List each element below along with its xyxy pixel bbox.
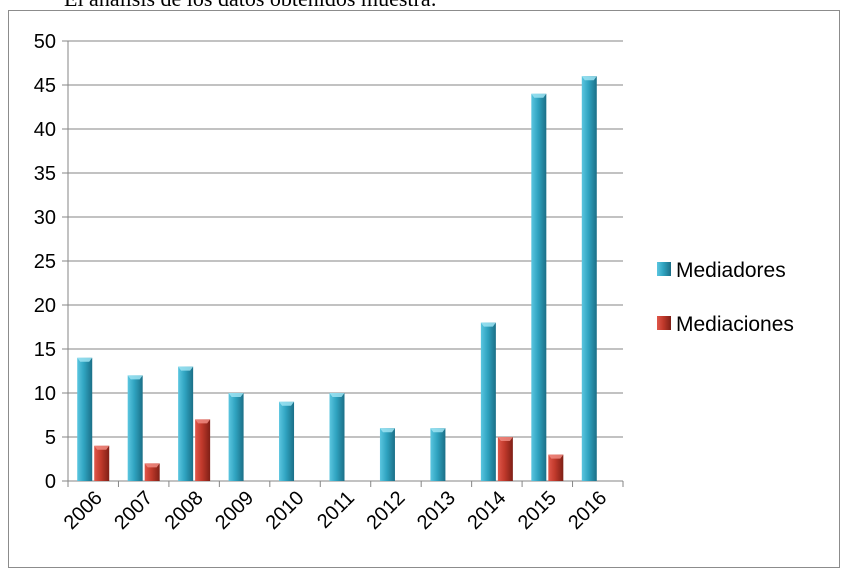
x-tick-label: 2014: [463, 487, 510, 534]
legend: Mediadores Mediaciones: [657, 259, 794, 336]
bar-mediaciones-2014: [497, 437, 513, 481]
bars: [77, 76, 597, 482]
legend-swatch: [657, 262, 671, 276]
tick-labels: 0 5 10 15 20 25 30 35 40 45 50 2006 2007 2008 2009 2010…: [34, 31, 612, 534]
bar-mediadores-2016: [581, 76, 597, 481]
legend-label: Mediaciones: [676, 313, 794, 336]
y-tick-label: 50: [34, 31, 56, 53]
bar-mediadores-2008: [178, 366, 194, 481]
axes: [62, 40, 624, 487]
x-tick-label: 2015: [514, 487, 561, 534]
bar-chart: 0 5 10 15 20 25 30 35 40 45 50 2006 2007 2008 2009 2010…: [34, 31, 794, 534]
y-tick-label: 5: [45, 427, 56, 449]
chart-frame: 0 5 10 15 20 25 30 35 40 45 50 2006 2007 2008 2009 2010…: [8, 10, 840, 568]
y-tick-label: 25: [34, 251, 56, 273]
x-tick-label: 2013: [413, 487, 460, 534]
bar-mediadores-2015: [531, 93, 547, 482]
y-tick-label: 40: [34, 119, 56, 141]
y-tick-label: 30: [34, 207, 56, 229]
intro-text: El análisis de los datos obtenidos muest…: [64, 0, 437, 12]
y-tick-label: 20: [34, 295, 56, 317]
bar-mediadores-2012: [379, 428, 395, 481]
bar-mediadores-2006: [77, 357, 93, 481]
x-tick-label: 2007: [110, 487, 157, 534]
legend-item-mediadores: Mediadores: [657, 259, 786, 282]
x-tick-label: 2012: [362, 487, 409, 534]
bar-mediaciones-2008: [195, 419, 211, 481]
bar-mediadores-2011: [329, 393, 345, 481]
bar-mediadores-2014: [480, 322, 496, 481]
y-tick-label: 10: [34, 383, 56, 405]
legend-label: Mediadores: [676, 259, 786, 282]
x-tick-label: 2016: [564, 487, 611, 534]
bar-mediadores-2009: [228, 393, 244, 481]
y-tick-label: 0: [45, 471, 56, 493]
bar-mediadores-2010: [279, 401, 295, 481]
legend-swatch: [657, 316, 671, 330]
x-tick-label: 2010: [262, 487, 309, 534]
x-tick-label: 2008: [161, 487, 208, 534]
y-tick-label: 45: [34, 75, 56, 97]
x-tick-label: 2006: [60, 487, 107, 534]
y-tick-label: 15: [34, 339, 56, 361]
bar-mediaciones-2007: [144, 463, 160, 481]
x-tick-label: 2011: [313, 487, 359, 533]
y-tick-label: 35: [34, 163, 56, 185]
x-tick-label: 2009: [211, 487, 258, 534]
bar-mediaciones-2015: [548, 454, 564, 481]
legend-item-mediaciones: Mediaciones: [657, 313, 794, 336]
bar-mediaciones-2006: [94, 445, 110, 481]
bar-mediadores-2007: [127, 375, 143, 481]
bar-mediadores-2013: [430, 428, 446, 481]
